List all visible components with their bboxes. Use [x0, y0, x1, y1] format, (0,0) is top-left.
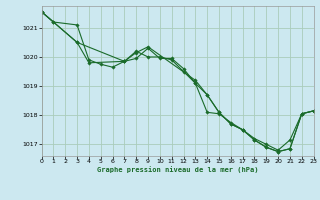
X-axis label: Graphe pression niveau de la mer (hPa): Graphe pression niveau de la mer (hPa)	[97, 167, 258, 173]
